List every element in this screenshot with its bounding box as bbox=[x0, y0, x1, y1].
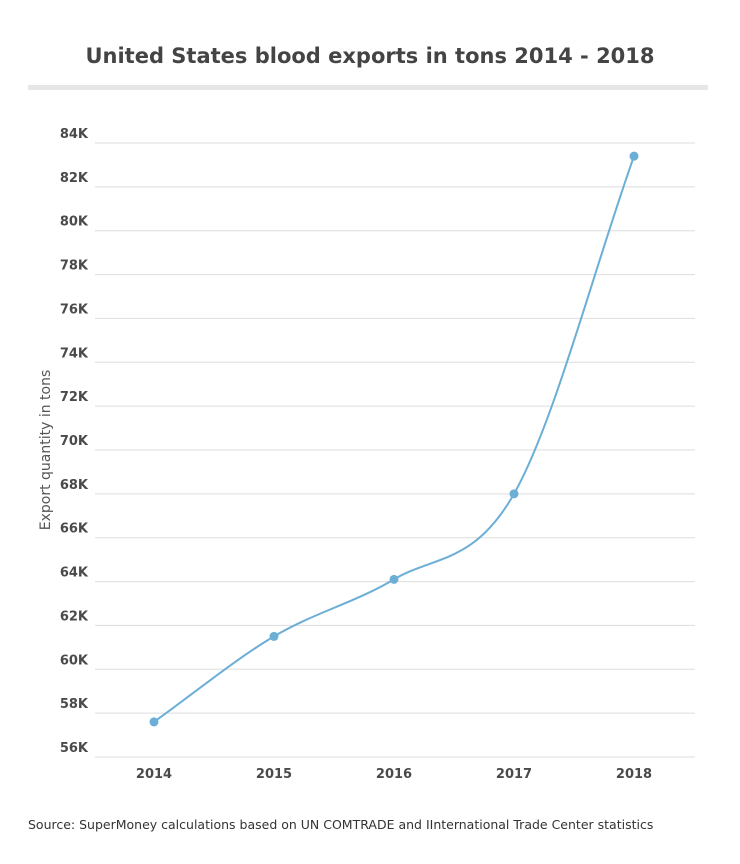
y-tick-label: 84K bbox=[60, 127, 89, 142]
x-tick-label: 2015 bbox=[256, 767, 292, 782]
y-tick-label: 62K bbox=[60, 609, 89, 624]
source-note: Source: SuperMoney calculations based on… bbox=[28, 817, 654, 832]
data-point[interactable] bbox=[629, 151, 639, 161]
y-tick-label: 80K bbox=[60, 215, 89, 230]
y-tick-label: 68K bbox=[60, 478, 89, 493]
data-point[interactable] bbox=[149, 717, 159, 727]
y-tick-label: 70K bbox=[60, 434, 89, 449]
data-point[interactable] bbox=[389, 574, 399, 584]
y-tick-label: 74K bbox=[60, 346, 89, 361]
y-tick-label: 76K bbox=[60, 302, 89, 317]
series-layer bbox=[149, 151, 639, 727]
data-point[interactable] bbox=[509, 489, 519, 499]
x-tick-label: 2017 bbox=[496, 767, 532, 782]
y-axis-ticks: 56K 58K 60K 62K 64K 66K 68K 70K 72K 74K 76K 78K 80K 8… bbox=[60, 127, 89, 756]
series-line bbox=[153, 155, 635, 723]
data-point[interactable] bbox=[269, 631, 279, 641]
y-tick-label: 78K bbox=[60, 259, 89, 274]
x-tick-label: 2014 bbox=[136, 767, 172, 782]
y-tick-label: 58K bbox=[60, 697, 89, 712]
y-tick-label: 64K bbox=[60, 566, 89, 581]
chart-title: United States blood exports in tons 2014… bbox=[85, 44, 655, 68]
y-tick-label: 82K bbox=[60, 171, 89, 186]
y-axis-title: Export quantity in tons bbox=[38, 370, 54, 531]
title-divider bbox=[28, 85, 708, 90]
y-tick-label: 60K bbox=[60, 653, 89, 668]
x-tick-label: 2018 bbox=[616, 767, 652, 782]
x-axis-ticks: 2014 2015 2016 2017 2018 bbox=[136, 767, 652, 782]
y-tick-label: 66K bbox=[60, 522, 89, 537]
gridlines bbox=[95, 142, 695, 758]
y-tick-label: 72K bbox=[60, 390, 89, 405]
y-tick-label: 56K bbox=[60, 741, 89, 756]
x-tick-label: 2016 bbox=[376, 767, 412, 782]
